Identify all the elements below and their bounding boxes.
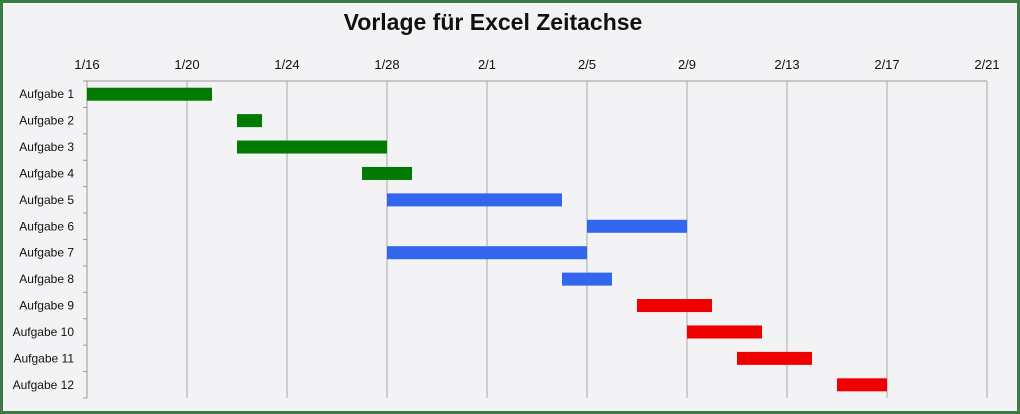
category-label: Aufgabe 7 (19, 246, 74, 260)
category-label: Aufgabe 10 (13, 325, 75, 339)
x-tick-label: 1/16 (74, 57, 99, 72)
x-tick-label: 2/13 (774, 57, 799, 72)
task-bar (562, 272, 612, 286)
task-bar (837, 378, 887, 392)
category-label: Aufgabe 6 (19, 219, 74, 233)
task-bar (737, 351, 812, 365)
x-tick-label: 1/28 (374, 57, 399, 72)
x-tick-label: 1/24 (274, 57, 299, 72)
task-bar (387, 193, 562, 207)
task-bar (87, 87, 212, 101)
task-bar (237, 114, 262, 128)
category-label: Aufgabe 9 (19, 299, 74, 313)
x-tick-label: 2/5 (578, 57, 596, 72)
task-bar (237, 140, 387, 154)
category-label: Aufgabe 4 (19, 166, 74, 180)
x-tick-label: 2/9 (678, 57, 696, 72)
x-tick-label: 2/21 (974, 57, 999, 72)
x-tick-label: 2/1 (478, 57, 496, 72)
task-bar (587, 219, 687, 233)
category-label: Aufgabe 3 (19, 140, 74, 154)
task-bar (387, 246, 587, 260)
category-label: Aufgabe 11 (14, 351, 75, 365)
category-label: Aufgabe 8 (19, 272, 74, 286)
task-bar (362, 166, 412, 180)
category-label: Aufgabe 12 (13, 378, 75, 392)
x-tick-label: 2/17 (874, 57, 899, 72)
task-bar (687, 325, 762, 339)
x-tick-label: 1/20 (174, 57, 199, 72)
chart-title: Vorlage für Excel Zeitachse (344, 9, 643, 35)
category-label: Aufgabe 5 (19, 193, 74, 207)
category-label: Aufgabe 1 (19, 87, 74, 101)
category-label: Aufgabe 2 (19, 114, 74, 128)
task-bar (637, 299, 712, 313)
